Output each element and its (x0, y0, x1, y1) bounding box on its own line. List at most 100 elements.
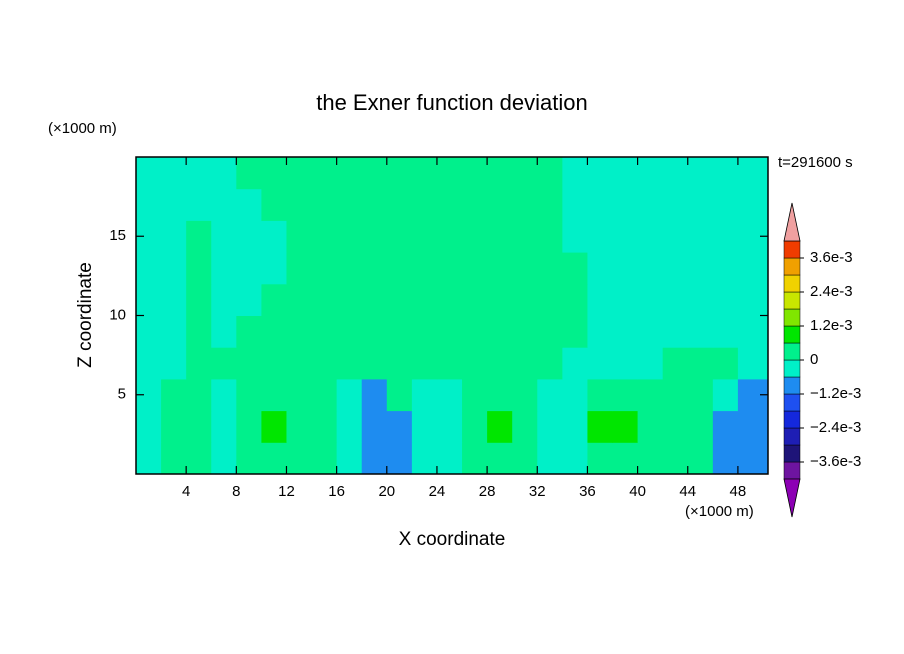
contour-cell (411, 188, 438, 221)
contour-cell (136, 410, 162, 443)
contour-cell (261, 157, 287, 190)
contour-cell (687, 188, 714, 221)
contour-cell (687, 410, 714, 443)
contour-cell (161, 252, 187, 285)
colorbar-label: 3.6e-3 (810, 249, 853, 266)
contour-cell (286, 188, 313, 221)
contour-cell (562, 315, 588, 348)
contour-cell (487, 283, 513, 316)
contour-cell (211, 283, 237, 316)
contour-cell (136, 315, 162, 348)
colorbar-label: 0 (810, 351, 818, 368)
contour-cell (737, 315, 769, 348)
contour-cell (537, 315, 563, 348)
contour-cell (411, 283, 438, 316)
contour-cell (487, 410, 513, 443)
colorbar-box (783, 359, 801, 378)
contour-cell (386, 442, 413, 475)
contour-cell (311, 315, 338, 348)
contour-cell (637, 410, 664, 443)
contour-cell (587, 347, 614, 380)
contour-cell (587, 315, 614, 348)
colorbar-box (783, 461, 801, 480)
contour-cell (612, 252, 639, 285)
contour-cell (311, 442, 338, 475)
contour-cell (512, 252, 538, 285)
contour-cell (562, 410, 588, 443)
x-tick-label: 48 (730, 483, 747, 500)
contour-cell (361, 252, 388, 285)
contour-cell (436, 252, 463, 285)
contour-cell (562, 283, 588, 316)
contour-cell (537, 442, 563, 475)
contour-cell (186, 252, 212, 285)
contour-cell (436, 442, 463, 475)
contour-cell (462, 315, 488, 348)
contour-cell (637, 315, 664, 348)
contour-cell (637, 252, 664, 285)
contour-cell (361, 410, 388, 443)
contour-cell (161, 157, 187, 190)
contour-cell (612, 315, 639, 348)
contour-cell (687, 252, 714, 285)
contour-cell (386, 188, 413, 221)
contour-cell (436, 347, 463, 380)
contour-cell (186, 410, 212, 443)
contour-cell (286, 283, 313, 316)
contour-cell (487, 347, 513, 380)
contour-cell (261, 410, 287, 443)
contour-cell (211, 188, 237, 221)
contour-cell (662, 315, 689, 348)
contour-cell (211, 315, 237, 348)
contour-cell (687, 378, 714, 412)
contour-cell (637, 188, 664, 221)
contour-cell (462, 188, 488, 221)
colorbar-label: −2.4e-3 (810, 419, 861, 436)
contour-cell (386, 157, 413, 190)
contour-cell (737, 442, 769, 475)
contour-cell (236, 220, 262, 253)
contour-cell (186, 283, 212, 316)
contour-cell (662, 410, 689, 443)
contour-cell (712, 283, 739, 316)
contour-cell (436, 378, 463, 412)
contour-cell (537, 157, 563, 190)
contour-cell (186, 442, 212, 475)
x-unit: (×1000 m) (685, 503, 754, 520)
contour-cell (737, 410, 769, 443)
contour-cell (562, 347, 588, 380)
contour-cell (311, 378, 338, 412)
contour-cell (487, 220, 513, 253)
contour-cell (737, 283, 769, 316)
contour-cell (336, 378, 363, 412)
contour-cell (436, 220, 463, 253)
contour-cell (737, 157, 769, 190)
contour-cell (411, 410, 438, 443)
contour-cell (361, 315, 388, 348)
contour-cell (562, 442, 588, 475)
contour-cell (662, 157, 689, 190)
contour-cell (236, 188, 262, 221)
contour-cell (186, 188, 212, 221)
contour-cell (411, 157, 438, 190)
x-tick-label: 16 (328, 483, 345, 500)
y-unit: (×1000 m) (48, 120, 117, 137)
contour-cell (662, 220, 689, 253)
contour-cell (311, 283, 338, 316)
contour-cell (236, 378, 262, 412)
contour-cell (136, 442, 162, 475)
contour-cell (161, 283, 187, 316)
contour-cell (286, 378, 313, 412)
y-tick-label: 10 (109, 306, 126, 323)
contour-cell (537, 188, 563, 221)
contour-cell (211, 157, 237, 190)
contour-cell (712, 157, 739, 190)
contour-cell (587, 442, 614, 475)
contour-cell (587, 220, 614, 253)
contour-cell (411, 220, 438, 253)
contour-cell (261, 188, 287, 221)
contour-cell (386, 252, 413, 285)
contour-cell (361, 188, 388, 221)
time-label: t=291600 s (778, 154, 853, 171)
